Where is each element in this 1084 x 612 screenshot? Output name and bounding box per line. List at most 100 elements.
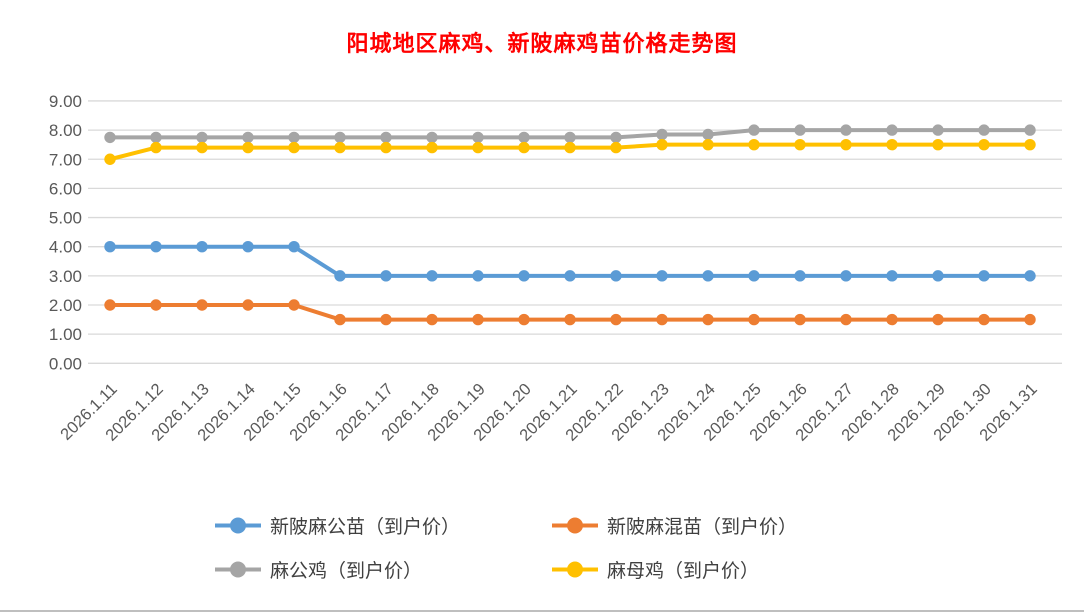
data-point-marker [150, 141, 162, 154]
chart-legend: 新陂麻公苗（到户价） 新陂麻混苗（到户价） 麻公鸡（到户价） 麻母鸡（到户价） [215, 512, 797, 583]
data-point-marker [150, 299, 162, 311]
legend-label: 新陂麻公苗（到户价） [270, 517, 461, 538]
data-point-marker [104, 153, 116, 165]
data-point-marker [288, 131, 300, 144]
y-axis-tick-label: 0.00 [49, 354, 82, 373]
data-point-marker [610, 141, 622, 154]
data-point-marker [518, 270, 530, 282]
data-point-marker [518, 131, 530, 144]
legend-item-0: 新陂麻公苗（到户价） [215, 512, 552, 539]
data-point-marker [288, 141, 300, 154]
data-point-marker [196, 241, 208, 253]
data-point-marker [334, 131, 346, 144]
data-point-marker [794, 124, 806, 136]
data-point-marker [288, 299, 300, 311]
data-point-marker [472, 270, 484, 282]
data-point-marker [242, 131, 254, 144]
data-point-marker [840, 124, 852, 136]
data-point-marker [702, 128, 714, 141]
legend-item-1: 新陂麻混苗（到户价） [552, 512, 797, 539]
legend-label: 新陂麻混苗（到户价） [607, 517, 798, 538]
data-point-marker [932, 313, 944, 326]
data-point-marker [426, 131, 438, 144]
data-point-marker [932, 124, 944, 136]
data-point-marker [334, 141, 346, 154]
chart-title: 阳城地区麻鸡、新陂麻鸡苗价格走势图 [346, 31, 738, 56]
legend-line-marker-icon [215, 517, 261, 534]
data-point-marker [518, 141, 530, 154]
data-point-marker [748, 138, 760, 151]
data-point-marker [840, 138, 852, 151]
data-point-marker [426, 270, 438, 282]
data-point-marker [610, 270, 622, 282]
price-trend-line-chart: 0.00 1.00 2.00 3.00 4.00 5.00 6.00 7.00 8.00 9.00… [49, 92, 1062, 445]
legend-line-marker-icon [552, 517, 598, 534]
data-point-marker [656, 270, 668, 282]
data-point-marker [104, 241, 116, 253]
data-point-marker [656, 313, 668, 326]
data-point-marker [1024, 138, 1036, 151]
data-point-marker [242, 241, 254, 253]
data-point-marker [288, 241, 300, 253]
data-point-marker [886, 138, 898, 151]
y-axis-tick-label: 5.00 [49, 209, 82, 228]
data-point-marker [978, 138, 990, 151]
data-point-marker [840, 270, 852, 282]
data-point-marker [380, 270, 392, 282]
data-point-marker [1024, 270, 1036, 282]
data-point-marker [932, 270, 944, 282]
data-point-marker [978, 270, 990, 282]
data-point-marker [334, 313, 346, 326]
data-point-marker [564, 270, 576, 282]
data-point-marker [610, 313, 622, 326]
legend-item-3: 麻母鸡（到户价） [552, 556, 797, 583]
data-point-marker [196, 299, 208, 311]
data-point-marker [196, 141, 208, 154]
data-point-marker [656, 138, 668, 151]
data-point-marker [426, 141, 438, 154]
data-point-marker [794, 313, 806, 326]
data-point-marker [104, 299, 116, 311]
data-point-marker [748, 124, 760, 136]
y-axis-tick-label: 7.00 [49, 150, 82, 169]
y-axis-tick-label: 4.00 [49, 238, 82, 257]
y-axis-tick-label: 6.00 [49, 179, 82, 198]
data-point-marker [150, 131, 162, 144]
data-point-marker [380, 141, 392, 154]
data-point-marker [748, 270, 760, 282]
data-point-marker [380, 131, 392, 144]
data-point-marker [702, 270, 714, 282]
data-point-marker [886, 270, 898, 282]
y-axis-tick-label: 1.00 [49, 325, 82, 344]
data-point-marker [472, 141, 484, 154]
data-point-marker [150, 241, 162, 253]
data-point-marker [1024, 124, 1036, 136]
data-point-marker [840, 313, 852, 326]
y-axis-tick-label: 9.00 [49, 92, 82, 111]
data-point-marker [472, 131, 484, 144]
legend-line-marker-icon [552, 561, 598, 578]
chart-bottom-border [0, 610, 1084, 612]
data-point-marker [886, 124, 898, 136]
data-point-marker [794, 270, 806, 282]
data-point-marker [196, 131, 208, 144]
data-point-marker [564, 141, 576, 154]
data-point-marker [518, 313, 530, 326]
legend-item-2: 麻公鸡（到户价） [215, 556, 552, 583]
y-axis-tick-label: 8.00 [49, 121, 82, 140]
data-point-marker [610, 131, 622, 144]
data-point-marker [380, 313, 392, 326]
data-point-marker [564, 313, 576, 326]
legend-label: 麻公鸡（到户价） [270, 561, 423, 582]
data-point-marker [978, 313, 990, 326]
data-point-marker [794, 138, 806, 151]
y-axis-tick-label: 2.00 [49, 296, 82, 315]
data-point-marker [702, 313, 714, 326]
data-point-marker [978, 124, 990, 136]
data-point-marker [104, 131, 116, 144]
data-point-marker [748, 313, 760, 326]
y-axis-tick-label: 3.00 [49, 267, 82, 286]
data-point-marker [472, 313, 484, 326]
legend-label: 麻母鸡（到户价） [607, 561, 760, 582]
